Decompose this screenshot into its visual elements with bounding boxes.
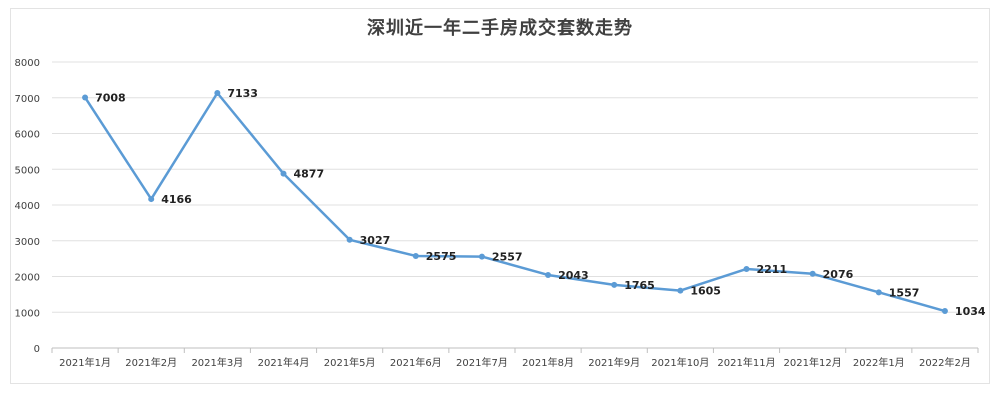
data-label: 2575 bbox=[426, 250, 457, 263]
data-point bbox=[478, 253, 485, 260]
data-label: 2557 bbox=[492, 251, 523, 264]
x-tick-label: 2021年2月 bbox=[125, 356, 177, 369]
x-tick-label: 2021年7月 bbox=[456, 356, 508, 369]
y-tick-label: 5000 bbox=[15, 165, 40, 176]
x-tick-label: 2022年1月 bbox=[853, 356, 905, 369]
data-label: 3027 bbox=[360, 234, 391, 247]
x-tick-label: 2021年10月 bbox=[651, 356, 709, 369]
data-label: 7133 bbox=[227, 87, 258, 100]
data-label: 2043 bbox=[558, 269, 589, 282]
y-tick-label: 0 bbox=[34, 344, 40, 355]
data-label: 4166 bbox=[161, 193, 192, 206]
y-tick-label: 1000 bbox=[15, 308, 40, 319]
y-tick-label: 2000 bbox=[15, 273, 40, 284]
data-label: 2076 bbox=[823, 268, 854, 281]
data-point bbox=[941, 308, 948, 315]
x-tick-label: 2021年3月 bbox=[191, 356, 243, 369]
x-tick-label: 2021年9月 bbox=[588, 356, 640, 369]
series bbox=[82, 89, 948, 315]
data-point bbox=[82, 94, 89, 101]
data-point bbox=[545, 271, 552, 278]
data-point bbox=[809, 270, 816, 277]
data-labels: 7008 4166 7133 4877 3027 2575 2557 2043 1765 1605… bbox=[95, 87, 986, 318]
data-point bbox=[412, 252, 419, 259]
y-tick-label: 7000 bbox=[15, 94, 40, 105]
x-tick-label: 2022年2月 bbox=[919, 356, 971, 369]
x-tick-label: 2021年11月 bbox=[717, 356, 775, 369]
axes: 0 1000 2000 3000 4000 5000 6000 7000 8000 2021年1月… bbox=[15, 58, 979, 369]
gridlines bbox=[52, 61, 978, 349]
data-point bbox=[280, 170, 287, 177]
data-point bbox=[148, 196, 155, 203]
x-tick-label: 2021年12月 bbox=[784, 356, 842, 369]
series-line bbox=[84, 91, 946, 313]
data-point bbox=[743, 265, 750, 272]
x-tick-label: 2021年1月 bbox=[59, 356, 111, 369]
data-label: 2211 bbox=[757, 263, 788, 276]
x-tick-label: 2021年4月 bbox=[258, 356, 310, 369]
data-label: 4877 bbox=[294, 168, 325, 181]
y-tick-label: 4000 bbox=[15, 201, 40, 212]
data-label: 7008 bbox=[95, 91, 126, 104]
y-tick-label: 6000 bbox=[15, 130, 40, 141]
data-label: 1605 bbox=[690, 285, 721, 298]
chart-title: 深圳近一年二手房成交套数走势 bbox=[367, 18, 633, 39]
data-label: 1034 bbox=[955, 305, 986, 318]
chart-frame bbox=[10, 8, 990, 384]
data-point bbox=[875, 289, 882, 296]
x-tick-label: 2021年6月 bbox=[390, 356, 442, 369]
data-label: 1765 bbox=[624, 279, 655, 292]
y-tick-label: 3000 bbox=[15, 237, 40, 248]
x-tick-label: 2021年8月 bbox=[522, 356, 574, 369]
data-point bbox=[677, 287, 684, 294]
data-point bbox=[611, 281, 618, 288]
data-label: 1557 bbox=[889, 286, 920, 299]
x-tick-label: 2021年5月 bbox=[324, 356, 376, 369]
data-point bbox=[346, 236, 353, 243]
data-point bbox=[214, 89, 221, 96]
y-tick-label: 8000 bbox=[15, 58, 40, 69]
